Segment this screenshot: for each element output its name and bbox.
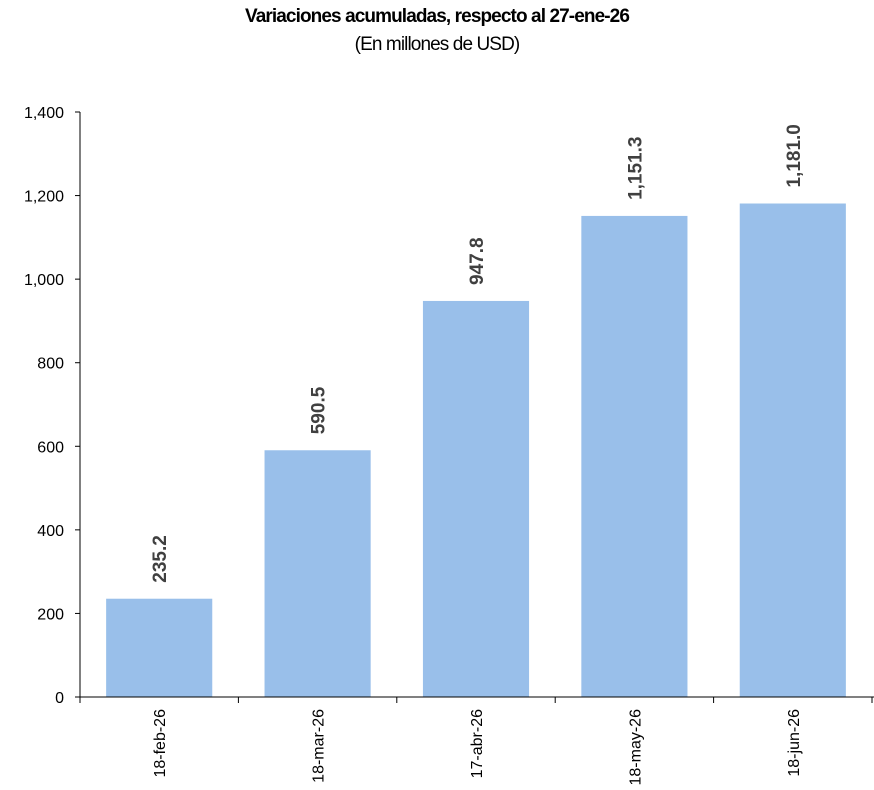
chart-subtitle: (En millones de USD): [354, 34, 521, 55]
x-tick-label-18-mar-26: 18-mar-26: [311, 709, 328, 783]
bar-18-feb-26: [106, 598, 213, 697]
data-label-18-jun-26: 1,181.0: [784, 124, 805, 187]
axes-group: [75, 112, 874, 702]
y-tick-label-1200: 1,200: [24, 189, 64, 206]
x-ticks-group: 18-feb-26 18-mar-26 17-abr-26 18-may-26 18-j…: [79, 697, 873, 786]
x-tick-label-18-may-26: 18-may-26: [627, 709, 644, 786]
bars-group: [106, 203, 846, 697]
chart-title: Variaciones acumuladas, respecto al 27-e…: [244, 6, 630, 27]
y-tick-label-600: 600: [37, 439, 64, 456]
x-tick-label-18-jun-26: 18-jun-26: [786, 709, 803, 777]
y-tick-label-400: 400: [37, 523, 64, 540]
data-label-18-may-26: 1,151.3: [625, 137, 646, 200]
y-tick-label-1400: 1,400: [24, 105, 64, 122]
data-labels-group: 235.2 590.5 947.8 1,151.3 1,181.0: [150, 124, 805, 583]
data-label-17-abr-26: 947.8: [467, 237, 488, 285]
x-tick-label-17-abr-26: 17-abr-26: [469, 709, 486, 778]
y-tick-label-200: 200: [37, 606, 64, 623]
bar-18-may-26: [581, 215, 688, 697]
y-tick-label-1000: 1,000: [24, 272, 64, 289]
y-tick-label-800: 800: [37, 356, 64, 373]
bar-17-abr-26: [422, 300, 530, 697]
x-tick-label-18-feb-26: 18-feb-26: [152, 709, 169, 778]
y-tick-label-0: 0: [55, 690, 64, 707]
y-ticks-group: 0 200 400 600 800 1,000 1,200 1,400: [24, 105, 80, 707]
bar-18-mar-26: [264, 450, 371, 697]
bar-18-jun-26: [739, 203, 846, 697]
data-label-18-feb-26: 235.2: [150, 535, 171, 583]
data-label-18-mar-26: 590.5: [309, 386, 330, 434]
